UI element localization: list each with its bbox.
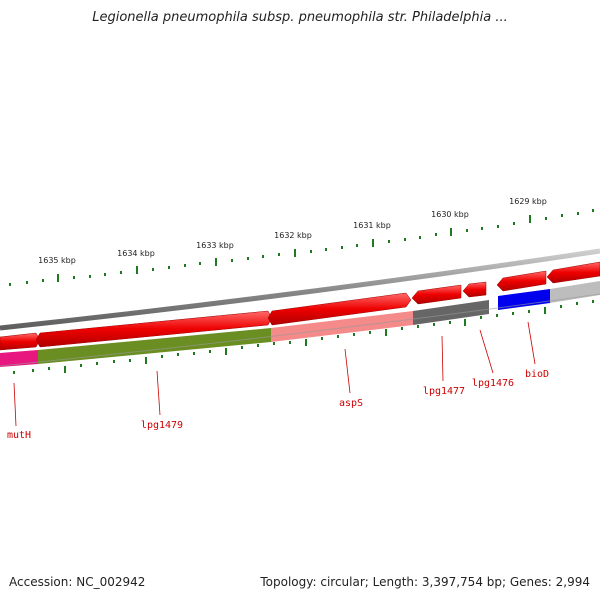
reverse-strand-genes[interactable] [0,281,600,367]
gene-label-mutH[interactable]: mutH [7,430,31,441]
kbp-label: 1634 kbp [117,249,155,258]
kbp-labels: 1635 kbp 1634 kbp 1633 kbp 1632 kbp 1631… [38,197,547,265]
gene-label-lpg1479[interactable]: lpg1479 [141,420,183,431]
gene-leader-lines [13,321,536,427]
gene-label-aspS[interactable]: aspS [339,398,363,409]
kbp-major-ticks [57,215,531,282]
gene-block-grey[interactable] [550,281,600,303]
gene-block-lpg1479[interactable] [38,328,271,364]
gene-label-lpg1477[interactable]: lpg1477 [423,386,465,397]
gene-label-bioD[interactable]: bioD [525,369,549,380]
gene-block-lpg1477[interactable] [413,300,489,325]
gene-label-lpg1476[interactable]: lpg1476 [472,378,514,389]
gene-block-bioD[interactable] [498,289,550,310]
topology-summary: Topology: circular; Length: 3,397,754 bp… [260,575,590,589]
inner-tick-dots [13,300,594,374]
kbp-label: 1630 kbp [431,210,469,219]
gene-arrow[interactable] [35,310,273,348]
map-title: Legionella pneumophila subsp. pneumophil… [92,10,508,25]
gene-arrow[interactable] [267,292,412,326]
forward-strand-genes[interactable] [0,261,600,351]
gene-arrow[interactable] [462,281,487,298]
outer-tick-dots [9,209,594,286]
kbp-label: 1635 kbp [38,256,76,265]
gene-arrow[interactable] [546,261,600,284]
gene-arrow[interactable] [496,270,547,292]
gene-block-aspS[interactable] [271,311,413,342]
reverse-strand-edge [0,293,600,367]
kbp-label: 1629 kbp [509,197,547,206]
genome-backbone [0,248,600,331]
kbp-label: 1633 kbp [196,241,234,250]
kbp-label: 1631 kbp [353,221,391,230]
gene-arrow[interactable] [411,284,462,305]
accession-text: Accession: NC_002942 [9,575,146,589]
gene-arrow[interactable] [0,332,41,351]
kbp-label: 1632 kbp [274,231,312,240]
gene-labels: mutH lpg1479 aspS lpg1477 lpg1476 bioD [7,369,549,441]
